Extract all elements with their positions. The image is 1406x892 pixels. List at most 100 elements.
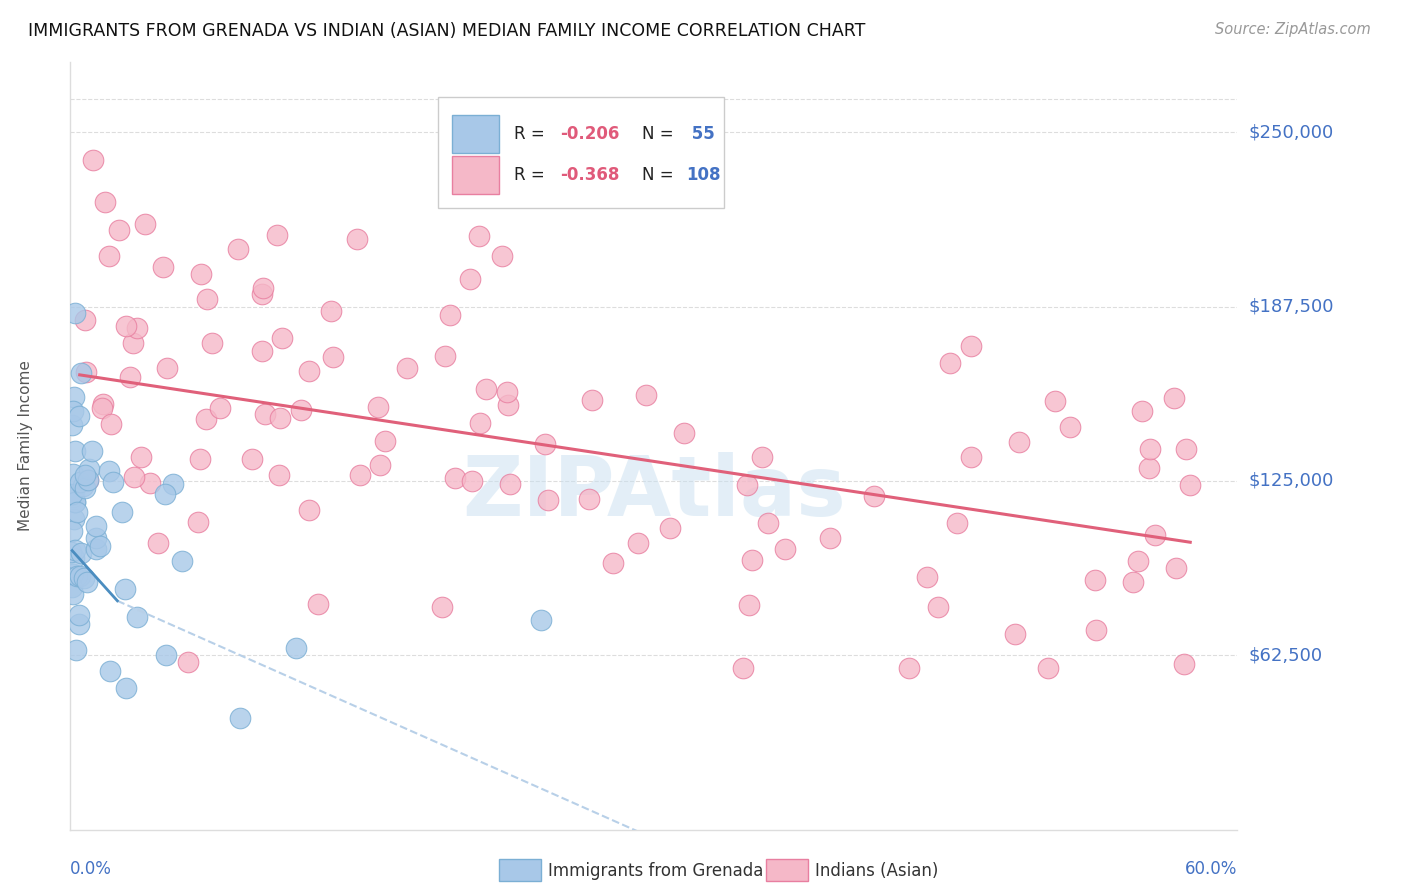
Point [70,546,93,560]
Point [496,384,519,399]
Point [226,242,249,256]
Text: $187,500: $187,500 [1249,298,1334,316]
Point [134,218,156,232]
Point [122,470,145,484]
Point [322,350,344,364]
Point [1173,657,1195,671]
Point [1085,623,1108,637]
Point [209,401,232,416]
Point [67,617,90,632]
Point [298,364,321,378]
Point [63,443,86,458]
Text: -0.206: -0.206 [561,125,620,143]
Point [111,505,134,519]
Text: -0.368: -0.368 [561,166,620,185]
Point [468,229,491,244]
Point [1130,404,1153,418]
Point [578,492,600,507]
Point [91,396,114,410]
Text: N =: N = [643,125,679,143]
Point [270,330,292,344]
Point [602,556,624,570]
Text: R =: R = [513,166,550,185]
Point [162,476,184,491]
Point [250,287,273,301]
Point [1178,477,1201,491]
Point [290,403,312,417]
Point [346,232,368,246]
Point [1122,575,1144,590]
Point [195,292,218,306]
Point [60,418,83,433]
Point [118,370,141,384]
Text: IMMIGRANTS FROM GRENADA VS INDIAN (ASIAN) MEDIAN FAMILY INCOME CORRELATION CHART: IMMIGRANTS FROM GRENADA VS INDIAN (ASIAN… [28,22,866,40]
Point [62,490,84,504]
Text: $250,000: $250,000 [1249,123,1334,141]
Point [737,598,759,612]
Point [627,536,650,550]
Text: 108: 108 [686,166,721,185]
Point [1045,394,1067,409]
Point [368,458,391,472]
Point [927,599,949,614]
Point [1126,554,1149,568]
Point [89,539,111,553]
Point [634,388,657,402]
Point [252,281,274,295]
Text: $125,000: $125,000 [1249,472,1334,490]
Point [72,479,94,493]
Text: ZIPAtlas: ZIPAtlas [461,451,846,533]
Point [62,390,84,404]
Point [818,532,841,546]
Point [121,336,143,351]
Point [1008,435,1031,450]
Point [269,468,291,483]
Point [1164,561,1187,575]
Point [98,665,121,679]
Text: 60.0%: 60.0% [1185,860,1237,879]
Point [127,610,149,624]
Point [129,450,152,465]
Point [107,223,129,237]
Point [156,361,179,376]
Point [1084,573,1107,587]
Point [94,194,117,209]
Point [534,437,557,451]
FancyBboxPatch shape [451,114,499,153]
Point [195,412,218,426]
Point [298,503,321,517]
Point [915,570,938,584]
Point [537,493,560,508]
Point [187,516,209,530]
Point [73,313,96,327]
Point [62,566,84,581]
Point [63,487,86,501]
Point [496,399,519,413]
Point [98,464,121,478]
Point [76,474,98,488]
Point [1036,661,1059,675]
Point [152,260,174,275]
Point [751,450,773,464]
Text: Immigrants from Grenada: Immigrants from Grenada [548,862,763,880]
Point [69,569,91,583]
Point [63,306,86,320]
Point [266,228,288,243]
Point [63,542,86,557]
Point [62,467,84,481]
Point [434,349,457,363]
Text: 55: 55 [686,125,716,143]
Point [115,318,138,333]
Point [66,505,89,519]
Point [565,180,588,194]
Point [97,249,120,263]
Text: Median Family Income: Median Family Income [18,360,34,532]
Point [63,550,86,565]
Point [60,545,83,559]
Point [201,336,224,351]
Point [114,582,136,597]
Point [250,343,273,358]
Point [67,608,90,623]
Point [581,392,603,407]
Point [461,474,484,488]
